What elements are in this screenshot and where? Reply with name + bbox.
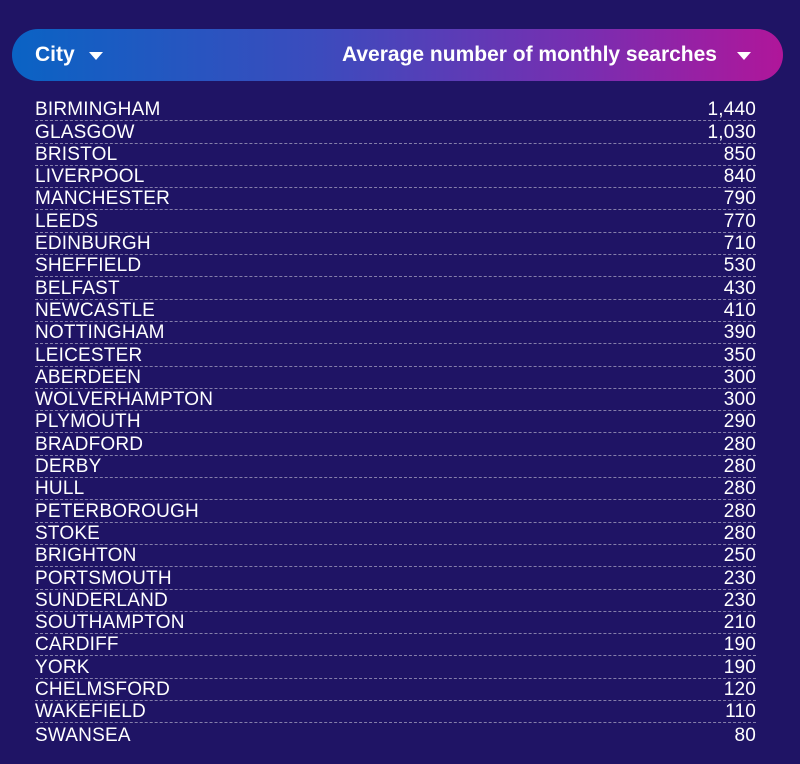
city-cell: BRISTOL bbox=[35, 143, 118, 165]
searches-cell: 290 bbox=[723, 411, 756, 433]
table-row: BRISTOL 850 bbox=[35, 144, 756, 166]
table-row: YORK 190 bbox=[35, 656, 756, 679]
table-row: PETERBOROUGH 280 bbox=[35, 500, 756, 523]
searches-column-label: Average number of monthly searches bbox=[341, 43, 717, 66]
table-row: LEICESTER 350 bbox=[35, 344, 756, 367]
city-cell: DERBY bbox=[35, 456, 102, 478]
searches-cell: 280 bbox=[723, 456, 756, 478]
chevron-down-icon[interactable] bbox=[88, 52, 103, 60]
searches-cell: 190 bbox=[723, 656, 756, 678]
table-row: HULL 280 bbox=[35, 478, 756, 501]
table-row: MANCHESTER 790 bbox=[35, 188, 756, 211]
city-column-label: City bbox=[35, 43, 75, 66]
table-row: BELFAST 430 bbox=[35, 277, 756, 300]
table-row: LEEDS 770 bbox=[35, 210, 756, 233]
city-cell: GLASGOW bbox=[35, 121, 135, 143]
searches-cell: 840 bbox=[723, 166, 756, 188]
searches-cell: 230 bbox=[723, 567, 756, 589]
table-row: WOLVERHAMPTON 300 bbox=[35, 389, 756, 412]
table-row: EDINBURGH 710 bbox=[35, 233, 756, 256]
city-cell: NEWCASTLE bbox=[35, 299, 156, 321]
table-row: BRADFORD 280 bbox=[35, 433, 756, 456]
city-cell: NOTTINGHAM bbox=[35, 322, 165, 344]
searches-cell: 300 bbox=[723, 366, 756, 388]
searches-cell: 210 bbox=[723, 612, 756, 634]
searches-cell: 80 bbox=[734, 724, 756, 746]
searches-cell: 530 bbox=[723, 255, 756, 277]
city-cell: PORTSMOUTH bbox=[35, 567, 172, 589]
city-cell: SHEFFIELD bbox=[35, 255, 142, 277]
city-cell: ABERDEEN bbox=[35, 366, 142, 388]
table-header-bar: City Average number of monthly searches bbox=[12, 29, 783, 81]
searches-cell: 250 bbox=[723, 545, 756, 567]
city-table-body: BIRMINGHAM 1,440 GLASGOW 1,030 BRISTOL 850 LIV… bbox=[35, 99, 756, 746]
table-row: NOTTINGHAM 390 bbox=[35, 322, 756, 345]
searches-cell: 190 bbox=[723, 634, 756, 656]
city-cell: LEEDS bbox=[35, 210, 99, 232]
city-cell: LEICESTER bbox=[35, 344, 143, 366]
searches-cell: 1,440 bbox=[707, 99, 756, 121]
city-cell: HULL bbox=[35, 478, 85, 500]
city-column-header[interactable]: City bbox=[35, 29, 103, 81]
table-row: SHEFFIELD 530 bbox=[35, 255, 756, 278]
city-cell: WAKEFIELD bbox=[35, 701, 146, 723]
searches-cell: 850 bbox=[723, 143, 756, 165]
searches-cell: 280 bbox=[723, 478, 756, 500]
searches-cell: 350 bbox=[723, 344, 756, 366]
city-cell: SUNDERLAND bbox=[35, 589, 168, 611]
city-cell: BRIGHTON bbox=[35, 545, 137, 567]
table-row: PORTSMOUTH 230 bbox=[35, 567, 756, 590]
table-row: SOUTHAMPTON 210 bbox=[35, 612, 756, 635]
chevron-down-icon[interactable] bbox=[737, 52, 751, 60]
searches-cell: 120 bbox=[723, 679, 756, 701]
city-cell: PETERBOROUGH bbox=[35, 500, 199, 522]
table-row: BIRMINGHAM 1,440 bbox=[35, 99, 756, 122]
city-cell: BRADFORD bbox=[35, 433, 144, 455]
table-row: NEWCASTLE 410 bbox=[35, 300, 756, 322]
city-cell: BELFAST bbox=[35, 277, 120, 299]
searches-cell: 390 bbox=[723, 322, 756, 344]
table-row: LIVERPOOL 840 bbox=[35, 166, 756, 189]
table-row: BRIGHTON 250 bbox=[35, 545, 756, 568]
table-row: SUNDERLAND 230 bbox=[35, 590, 756, 612]
city-cell: SOUTHAMPTON bbox=[35, 612, 185, 634]
searches-cell: 230 bbox=[723, 589, 756, 611]
city-cell: BIRMINGHAM bbox=[35, 99, 161, 121]
table-row: WAKEFIELD 110 bbox=[35, 701, 756, 724]
searches-cell: 1,030 bbox=[707, 121, 756, 143]
table-row: PLYMOUTH 290 bbox=[35, 411, 756, 434]
searches-cell: 110 bbox=[725, 701, 756, 723]
city-cell: LIVERPOOL bbox=[35, 166, 145, 188]
city-cell: WOLVERHAMPTON bbox=[35, 389, 214, 411]
searches-cell: 770 bbox=[723, 210, 756, 232]
searches-column-header[interactable]: Average number of monthly searches bbox=[342, 29, 751, 81]
table-row: DERBY 280 bbox=[35, 456, 756, 479]
city-cell: YORK bbox=[35, 656, 90, 678]
city-cell: MANCHESTER bbox=[35, 188, 171, 210]
table-row: STOKE 280 bbox=[35, 523, 756, 545]
city-cell: SWANSEA bbox=[35, 724, 131, 746]
searches-cell: 300 bbox=[723, 389, 756, 411]
searches-cell: 430 bbox=[723, 277, 756, 299]
searches-cell: 790 bbox=[723, 188, 756, 210]
city-cell: EDINBURGH bbox=[35, 233, 151, 255]
table-row: CHELMSFORD 120 bbox=[35, 679, 756, 702]
city-cell: PLYMOUTH bbox=[35, 411, 141, 433]
table-row: GLASGOW 1,030 bbox=[35, 121, 756, 144]
city-cell: CARDIFF bbox=[35, 634, 119, 656]
table-row: ABERDEEN 300 bbox=[35, 367, 756, 389]
city-cell: STOKE bbox=[35, 522, 101, 544]
table-row: CARDIFF 190 bbox=[35, 634, 756, 657]
searches-cell: 280 bbox=[723, 522, 756, 544]
searches-cell: 710 bbox=[723, 233, 756, 255]
searches-cell: 410 bbox=[723, 299, 756, 321]
table-row: SWANSEA 80 bbox=[35, 723, 756, 745]
searches-cell: 280 bbox=[723, 433, 756, 455]
searches-cell: 280 bbox=[723, 500, 756, 522]
city-cell: CHELMSFORD bbox=[35, 679, 171, 701]
